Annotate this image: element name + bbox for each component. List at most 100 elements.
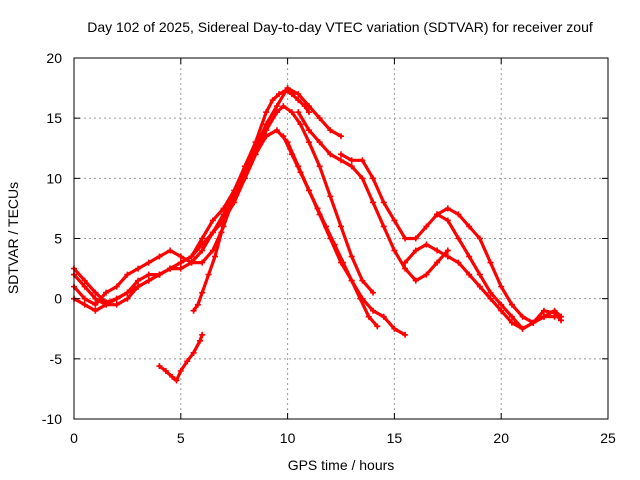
data-point — [209, 247, 216, 254]
data-point — [103, 301, 110, 308]
series-line — [72, 104, 375, 313]
data-point — [476, 283, 483, 290]
data-point — [199, 259, 206, 266]
data-point — [476, 235, 483, 242]
x-tick-label: 15 — [387, 430, 403, 446]
data-point — [156, 253, 163, 260]
data-point — [92, 301, 99, 308]
data-point — [455, 259, 462, 266]
data-point — [197, 337, 204, 344]
data-point — [391, 325, 398, 332]
data-point — [374, 323, 381, 330]
data-point — [327, 151, 334, 158]
data-point — [498, 301, 505, 308]
data-point — [188, 259, 195, 266]
data-point — [199, 241, 206, 248]
data-point — [241, 175, 248, 182]
data-point — [184, 358, 191, 365]
data-point — [402, 265, 409, 272]
data-point — [305, 109, 312, 116]
data-point — [297, 169, 304, 176]
y-tick-label: 0 — [54, 291, 62, 307]
data-point — [295, 109, 302, 116]
data-point — [162, 367, 169, 374]
y-tick-label: -5 — [50, 351, 63, 367]
data-point — [113, 295, 120, 302]
data-point — [276, 91, 283, 98]
data-point — [124, 289, 131, 296]
series-track-e — [280, 133, 381, 330]
data-point — [331, 241, 338, 248]
data-point — [305, 127, 312, 134]
data-point — [380, 313, 387, 320]
series-track-h — [402, 241, 565, 332]
data-point — [231, 199, 238, 206]
data-point — [519, 313, 526, 320]
data-point — [338, 157, 344, 164]
data-point — [370, 307, 377, 314]
data-point — [487, 295, 494, 302]
data-point — [295, 97, 302, 104]
data-point — [402, 259, 409, 266]
data-point — [340, 259, 347, 266]
data-point — [280, 133, 287, 140]
data-point — [508, 319, 515, 326]
data-point — [444, 247, 451, 254]
chart-title: Day 102 of 2025, Sidereal Day-to-day VTE… — [87, 19, 593, 35]
data-point — [284, 85, 291, 92]
data-point — [370, 199, 377, 206]
data-point — [177, 253, 184, 260]
series-track-j — [156, 331, 206, 384]
data-point — [169, 373, 176, 380]
data-point — [338, 151, 344, 158]
data-point — [498, 283, 505, 290]
data-point — [124, 271, 131, 278]
data-point — [455, 211, 462, 218]
data-point — [205, 271, 212, 278]
data-point — [348, 157, 355, 164]
data-point — [370, 289, 377, 296]
data-point — [113, 283, 120, 290]
data-point — [199, 235, 206, 242]
data-point — [348, 253, 355, 260]
series-line — [403, 242, 563, 331]
data-point — [273, 127, 280, 134]
y-tick-label: 15 — [46, 110, 62, 126]
data-point — [558, 317, 565, 324]
data-point — [466, 271, 473, 278]
data-point — [314, 205, 321, 212]
data-series — [71, 85, 565, 384]
data-point — [412, 235, 419, 242]
x-tick-label: 0 — [70, 430, 78, 446]
data-point — [412, 247, 419, 254]
data-point — [402, 331, 409, 338]
data-point — [434, 211, 441, 218]
data-point — [423, 241, 430, 248]
data-point — [444, 253, 451, 260]
data-point — [498, 307, 505, 314]
data-point — [135, 283, 142, 290]
data-point — [338, 223, 344, 230]
data-point — [199, 289, 206, 296]
series-track-i — [434, 205, 565, 326]
data-point — [380, 199, 387, 206]
series-track-a — [71, 87, 312, 306]
data-point — [81, 301, 88, 308]
data-point — [348, 277, 355, 284]
x-axis-label: GPS time / hours — [288, 457, 395, 473]
data-point — [92, 289, 99, 296]
data-point — [199, 247, 206, 254]
data-point — [145, 259, 152, 266]
data-point — [135, 265, 142, 272]
y-tick-label: -10 — [42, 411, 62, 427]
data-point — [92, 307, 99, 314]
data-point — [444, 217, 451, 224]
data-point — [316, 163, 323, 170]
data-point — [305, 139, 312, 146]
series-line — [281, 134, 379, 328]
series-line — [72, 86, 343, 307]
data-point — [81, 277, 88, 284]
data-point — [92, 295, 99, 302]
data-point — [305, 103, 312, 110]
y-tick-label: 20 — [46, 50, 62, 66]
